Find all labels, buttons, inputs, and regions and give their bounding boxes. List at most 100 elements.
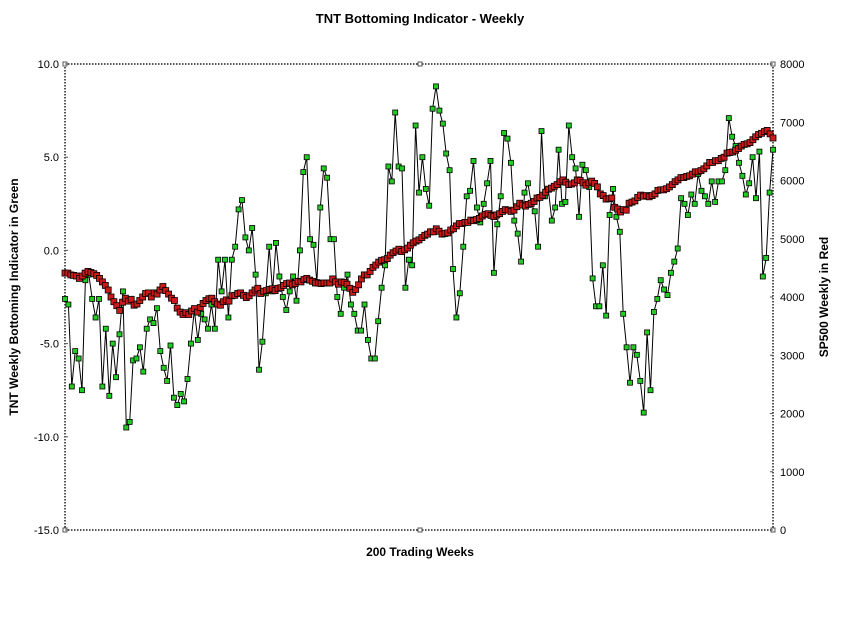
- sp500-point: [170, 297, 178, 304]
- indicator-point: [375, 318, 382, 325]
- indicator-point: [252, 271, 259, 278]
- sp500-point: [104, 286, 112, 294]
- indicator-point: [565, 122, 572, 129]
- indicator-point: [79, 387, 85, 394]
- indicator-point: [759, 273, 766, 280]
- indicator-point: [416, 189, 422, 196]
- indicator-point: [170, 394, 177, 401]
- indicator-point: [228, 256, 235, 263]
- indicator-point: [630, 344, 637, 351]
- indicator-point: [150, 320, 157, 327]
- indicator-point: [153, 305, 160, 312]
- indicator-point: [249, 225, 256, 231]
- indicator-point: [245, 247, 252, 254]
- indicator-point: [364, 336, 371, 343]
- chart-title: TNT Bottoming Indicator - Weekly: [316, 11, 525, 26]
- indicator-point: [613, 213, 620, 220]
- indicator-point: [719, 178, 725, 185]
- right-tick-label: 1000: [780, 467, 804, 479]
- indicator-point: [273, 239, 279, 246]
- indicator-point: [65, 301, 72, 308]
- indicator-point: [480, 200, 487, 207]
- right-tick-label: 3000: [780, 350, 804, 362]
- indicator-point: [742, 191, 749, 198]
- indicator-point: [596, 303, 603, 310]
- indicator-point: [89, 295, 96, 302]
- indicator-point: [470, 157, 477, 164]
- indicator-point: [68, 383, 75, 390]
- indicator-point: [184, 376, 191, 382]
- indicator-point: [422, 185, 429, 192]
- indicator-point: [157, 348, 164, 355]
- x-axis-label: 200 Trading Weeks: [366, 545, 474, 559]
- indicator-point: [562, 198, 569, 205]
- indicator-point: [160, 364, 167, 371]
- indicator-point: [633, 351, 640, 358]
- indicator-point: [187, 340, 194, 347]
- indicator-point: [507, 159, 514, 166]
- sp500-point: [355, 281, 363, 289]
- indicator-point: [616, 228, 623, 235]
- indicator-point: [167, 342, 174, 349]
- right-tick-label: 8000: [780, 59, 804, 71]
- indicator-point: [576, 213, 582, 220]
- indicator-point: [487, 157, 494, 164]
- indicator-point: [463, 193, 470, 200]
- indicator-point: [511, 217, 518, 224]
- indicator-point: [739, 172, 746, 179]
- right-y-axis-label: SP500 Weekly in Red: [817, 237, 831, 358]
- indicator-point: [514, 230, 521, 237]
- indicator-point: [286, 288, 293, 295]
- indicator-point: [96, 295, 102, 302]
- indicator-point: [296, 247, 303, 254]
- indicator-point: [147, 316, 154, 323]
- indicator-point: [610, 185, 616, 192]
- right-tick-label: 7000: [780, 117, 804, 129]
- indicator-point: [763, 254, 770, 261]
- indicator-point: [467, 187, 474, 194]
- indicator-point: [426, 202, 433, 209]
- indicator-point: [525, 180, 531, 187]
- series-layer: [61, 83, 777, 431]
- indicator-point: [538, 128, 545, 135]
- indicator-point: [164, 377, 171, 384]
- indicator-point: [174, 402, 181, 409]
- indicator-point: [460, 243, 467, 250]
- indicator-point: [337, 310, 344, 317]
- sp500-point: [127, 295, 135, 303]
- right-tick-label: 5000: [780, 234, 804, 246]
- indicator-line: [64, 86, 774, 430]
- indicator-point: [113, 374, 119, 381]
- sp500-point: [594, 183, 601, 191]
- indicator-point: [548, 217, 555, 224]
- indicator-point: [678, 195, 684, 202]
- indicator-point: [691, 200, 698, 207]
- indicator-point: [388, 178, 395, 185]
- indicator-point: [235, 206, 242, 213]
- indicator-point: [746, 180, 753, 187]
- indicator-point: [123, 424, 130, 431]
- indicator-point: [429, 105, 436, 112]
- indicator-point: [490, 269, 497, 276]
- indicator-point: [317, 204, 324, 211]
- indicator-point: [623, 344, 630, 351]
- indicator-point: [99, 383, 106, 390]
- indicator-point: [399, 165, 405, 172]
- indicator-point: [589, 275, 596, 282]
- indicator-point: [579, 161, 586, 168]
- indicator-point: [307, 236, 314, 243]
- indicator-point: [293, 297, 300, 304]
- frame-marker: [417, 61, 423, 67]
- indicator-point: [749, 154, 756, 161]
- indicator-point: [405, 256, 412, 263]
- indicator-point: [439, 120, 446, 127]
- indicator-point: [698, 187, 705, 194]
- indicator-point: [225, 314, 232, 321]
- indicator-point: [324, 174, 331, 181]
- indicator-point: [688, 191, 695, 198]
- indicator-point: [351, 310, 358, 317]
- indicator-point: [177, 390, 184, 397]
- indicator-point: [443, 150, 450, 157]
- indicator-point: [647, 387, 654, 394]
- indicator-point: [729, 133, 736, 140]
